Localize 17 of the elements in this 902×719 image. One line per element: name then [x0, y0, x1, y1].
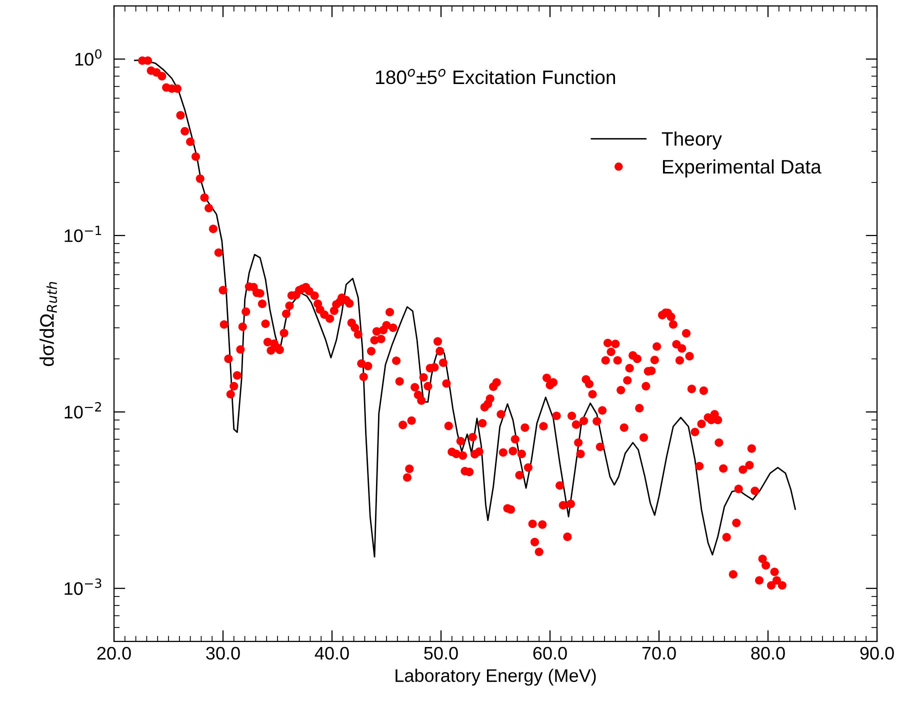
legend-label: Theory [662, 132, 722, 150]
y-tick-label: 10$^{−2}$ [64, 402, 101, 419]
legend-label: Experimental Data [663, 159, 822, 178]
y-tick-label: 10$^{0}$ [75, 49, 102, 66]
x-tick-label: 50.0 [424, 646, 458, 660]
x-axis-title: Laboratory Energy (MeV) [396, 668, 596, 686]
x-tick-label: 90.0 [860, 646, 894, 660]
x-tick-label: 20.0 [97, 646, 131, 660]
y-tick-label: 10$^{−3}$ [64, 578, 102, 595]
x-tick-label: 30.0 [206, 646, 240, 660]
y-axis-title: dσ/dΩ$_{Ruth}$ [40, 282, 58, 366]
x-tick-label: 70.0 [642, 646, 676, 660]
x-tick-label: 80.0 [751, 646, 785, 660]
x-tick-label: 40.0 [314, 646, 349, 660]
text: 180$^{o}$±5$^{o}$ Excitation Function [376, 68, 616, 84]
y-tick-label: 10$^{−1}$ [64, 226, 102, 242]
x-tick-label: 60.0 [533, 646, 567, 660]
